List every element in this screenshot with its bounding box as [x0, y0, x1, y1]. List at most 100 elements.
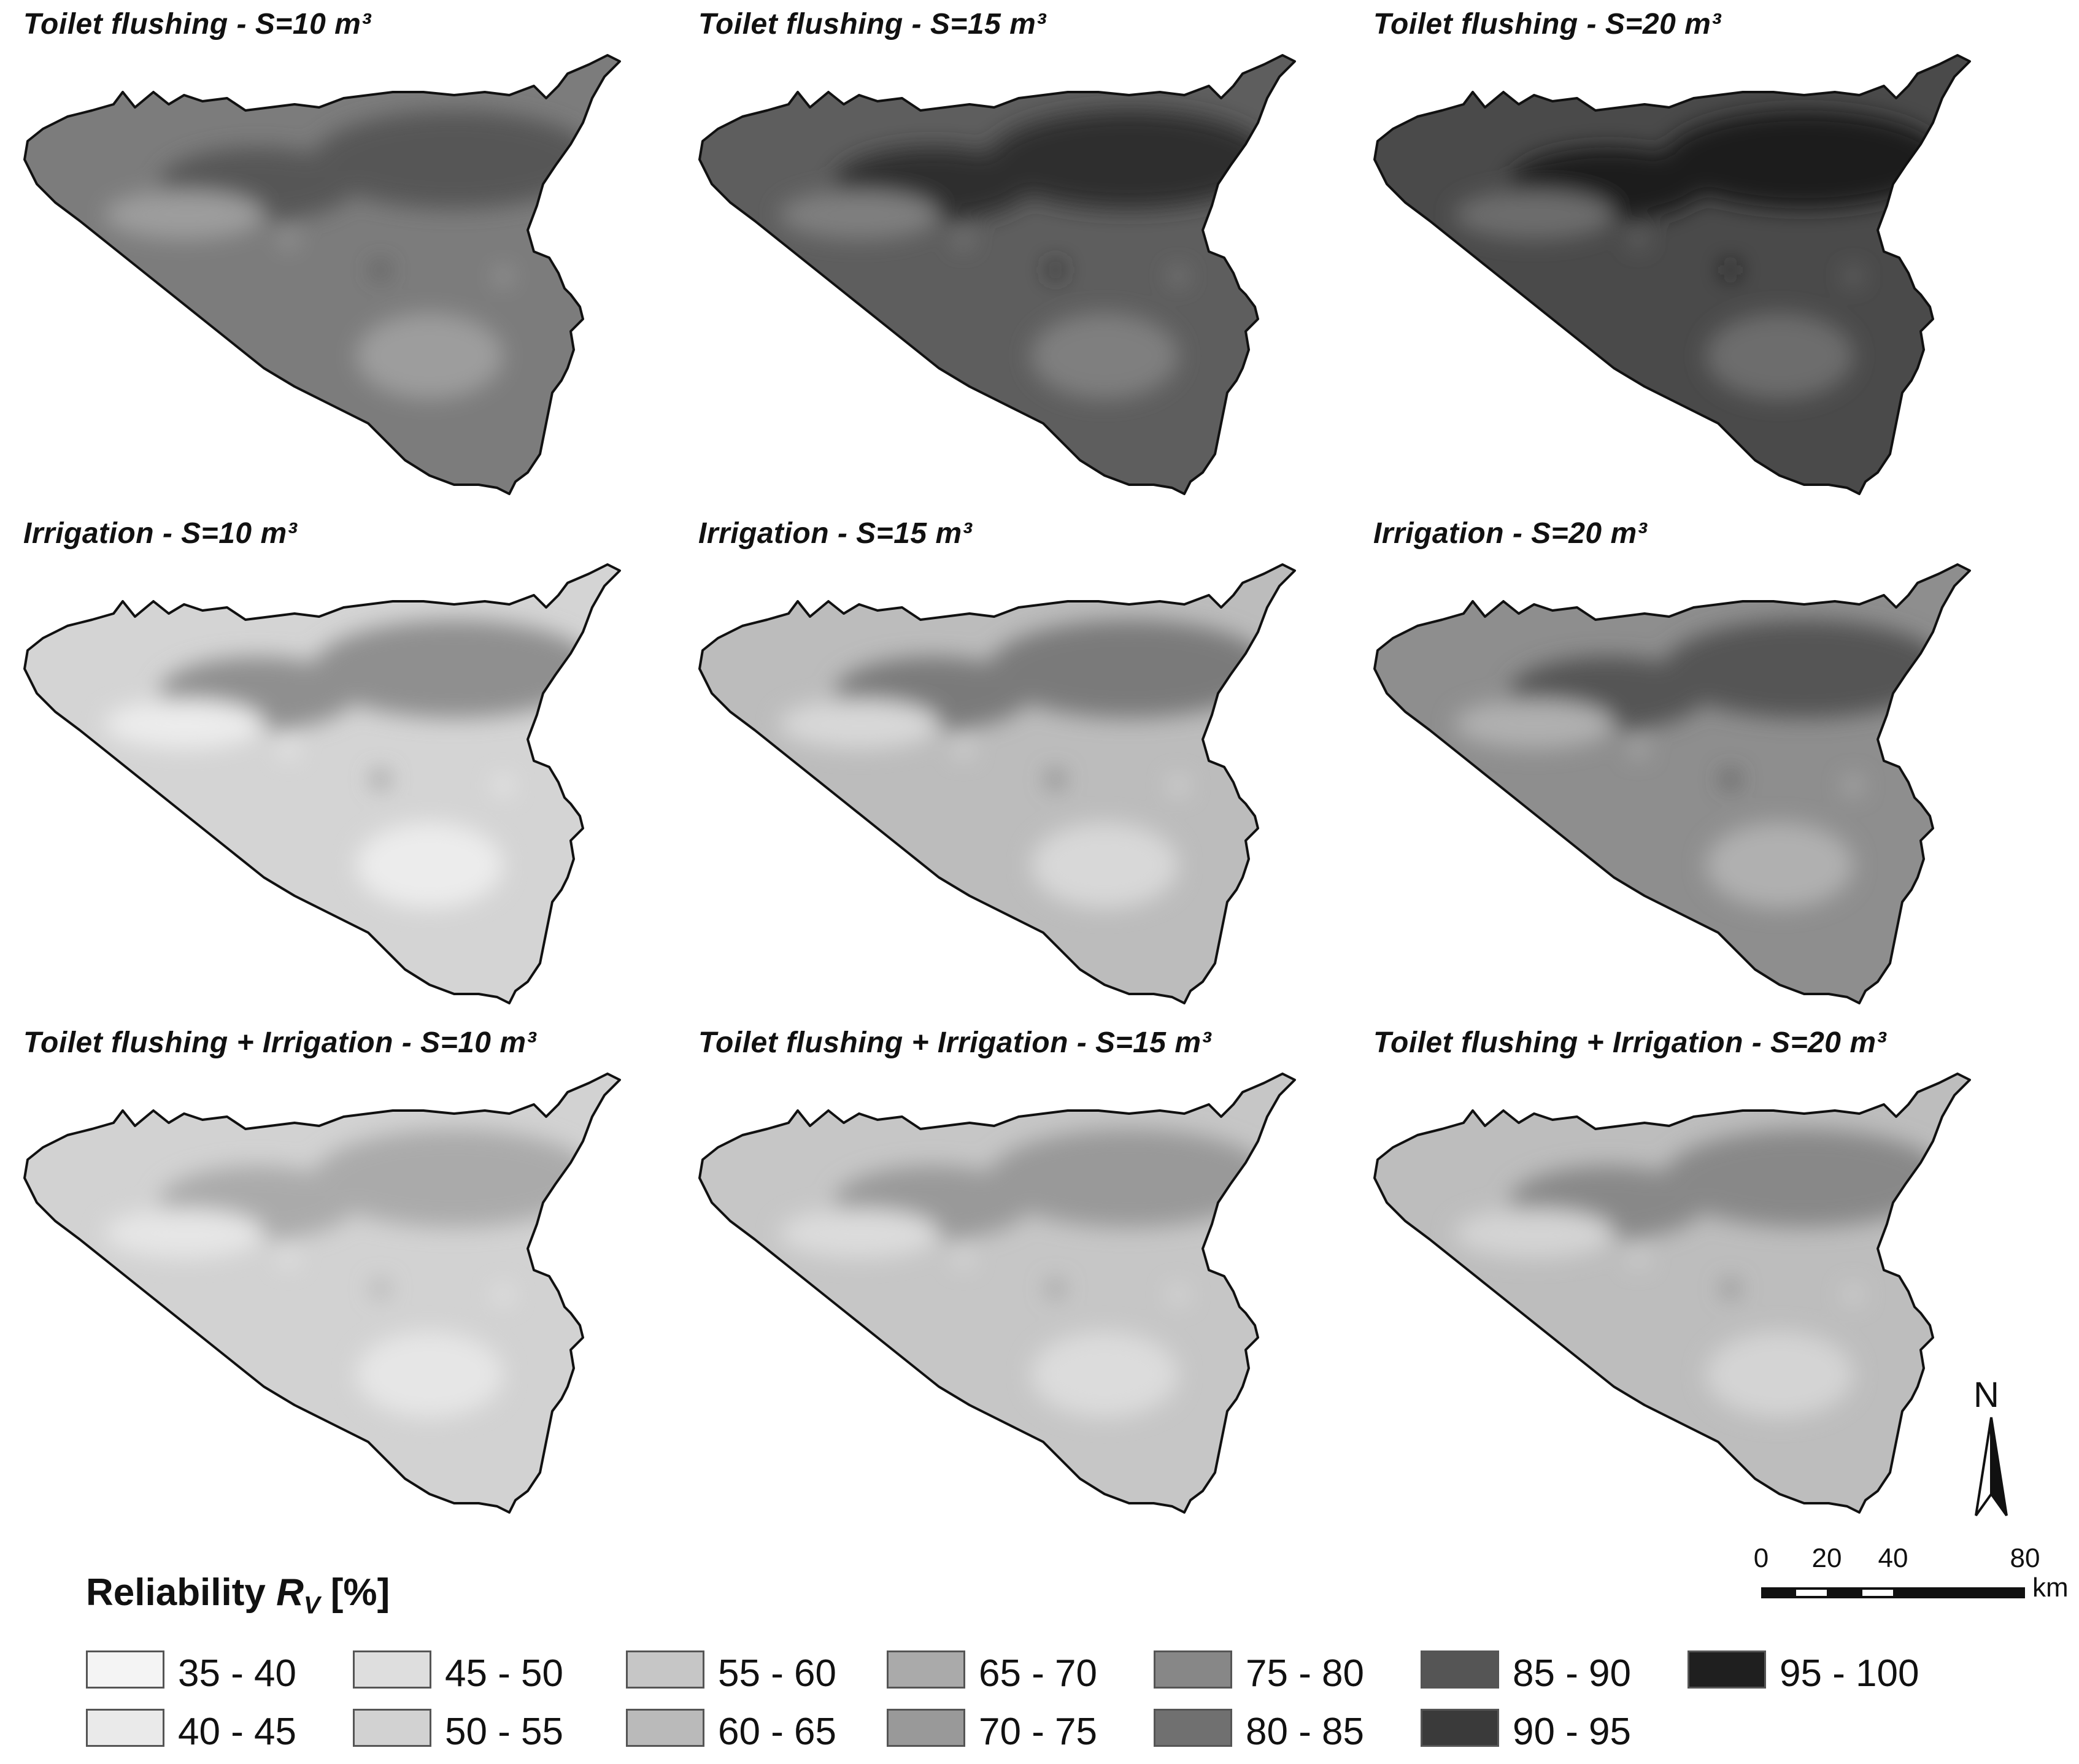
- legend-swatch: [887, 1709, 965, 1747]
- reliability-zone: [1706, 1331, 1853, 1417]
- sicily-map: [1373, 1073, 1971, 1514]
- sicily-map: [23, 563, 621, 1004]
- reliability-zone: [1836, 652, 1870, 686]
- panel-title: Toilet flushing + Irrigation - S=15 m³: [698, 1026, 1211, 1059]
- legend-swatch: [86, 1709, 164, 1747]
- reliability-zone: [104, 190, 264, 239]
- reliability-zone: [1845, 1286, 1862, 1303]
- legend-label: 70 - 75: [979, 1711, 1098, 1753]
- reliability-zone: [1706, 313, 1853, 399]
- legend-label: 35 - 40: [178, 1652, 297, 1695]
- legend-label: 95 - 100: [1780, 1652, 1919, 1695]
- reliability-zone: [486, 652, 520, 686]
- map-panel: Toilet flushing - S=20 m³: [1350, 0, 2025, 509]
- scale-tick-label: 0: [1753, 1543, 1769, 1573]
- legend-label: 45 - 50: [445, 1652, 564, 1695]
- coastline: [698, 1073, 1296, 1514]
- reliability-zones: [779, 1129, 1270, 1417]
- scale-unit: km: [2032, 1573, 2069, 1603]
- coastline: [698, 563, 1296, 1004]
- reliability-zone: [1047, 771, 1064, 788]
- legend-label: 75 - 80: [1246, 1652, 1365, 1695]
- reliability-zone: [955, 1249, 972, 1266]
- reliability-zone: [1663, 110, 1945, 209]
- coastline: [1373, 563, 1971, 1004]
- reliability-zones: [104, 620, 595, 908]
- legend-label: 50 - 55: [445, 1711, 564, 1753]
- sicily-map: [23, 1073, 621, 1514]
- panel-title: Toilet flushing + Irrigation - S=10 m³: [23, 1026, 536, 1059]
- reliability-zone: [1706, 822, 1853, 908]
- map-panel: Irrigation - S=20 m³: [1350, 509, 2025, 1019]
- panel-title: Toilet flushing - S=10 m³: [23, 8, 371, 40]
- reliability-zone: [280, 740, 297, 757]
- reliability-zone: [1161, 652, 1195, 686]
- reliability-zone: [779, 1209, 939, 1258]
- reliability-zone: [313, 110, 595, 209]
- reliability-zone: [495, 268, 512, 285]
- reliability-zone: [1454, 699, 1614, 749]
- sicily-map: [1373, 54, 1971, 495]
- map-panel: Irrigation - S=15 m³: [675, 509, 1350, 1019]
- reliability-zone: [486, 142, 520, 177]
- scale-bar-graphic: [1761, 1587, 2025, 1598]
- reliability-zone: [495, 777, 512, 794]
- panel-title: Irrigation - S=20 m³: [1373, 517, 1648, 550]
- reliability-zone: [372, 771, 389, 788]
- reliability-zone: [313, 620, 595, 718]
- reliability-zone: [356, 1331, 503, 1417]
- reliability-zone: [1722, 771, 1739, 788]
- reliability-zone: [1031, 313, 1178, 399]
- reliability-zone: [1454, 190, 1614, 239]
- north-arrow: N: [1958, 1374, 2025, 1522]
- legend-label: 85 - 90: [1513, 1652, 1632, 1695]
- coastline: [1373, 1073, 1971, 1514]
- reliability-zones: [779, 620, 1270, 908]
- reliability-zone: [313, 1129, 595, 1227]
- legend-swatch: [1421, 1650, 1499, 1689]
- reliability-zones: [104, 1129, 595, 1417]
- reliability-zone: [1722, 261, 1739, 279]
- legend-label: 55 - 60: [718, 1652, 837, 1695]
- reliability-zone: [1161, 142, 1195, 177]
- legend-swatch: [86, 1650, 164, 1689]
- coastline: [23, 563, 621, 1004]
- scale-tick-label: 20: [1811, 1543, 1842, 1573]
- sicily-map: [698, 54, 1296, 495]
- reliability-zone: [1031, 822, 1178, 908]
- reliability-zone: [495, 1286, 512, 1303]
- scale-tick-label: 40: [1878, 1543, 1908, 1573]
- reliability-zone: [988, 110, 1270, 209]
- north-arrow-icon: [1975, 1417, 2008, 1517]
- legend-swatch: [1688, 1650, 1766, 1689]
- map-panel: Toilet flushing + Irrigation - S=10 m³: [0, 1019, 675, 1528]
- reliability-zone: [1031, 1331, 1178, 1417]
- sicily-map: [698, 563, 1296, 1004]
- reliability-zone: [955, 740, 972, 757]
- reliability-zone: [1454, 1209, 1614, 1258]
- reliability-zone: [104, 699, 264, 749]
- map-panel: Toilet flushing - S=15 m³: [675, 0, 1350, 509]
- reliability-zone: [1161, 1161, 1195, 1195]
- coastline: [23, 54, 621, 495]
- reliability-zone: [356, 822, 503, 908]
- legend-swatch: [1154, 1650, 1232, 1689]
- coastline: [698, 54, 1296, 495]
- legend-label: 90 - 95: [1513, 1711, 1632, 1753]
- legend-title: Reliability RV [%]: [86, 1571, 390, 1619]
- sicily-map: [23, 54, 621, 495]
- reliability-zone: [988, 620, 1270, 718]
- reliability-zones: [104, 110, 595, 399]
- panel-title: Toilet flushing - S=20 m³: [1373, 8, 1721, 40]
- reliability-zone: [1170, 777, 1187, 794]
- scale-bar: 0 20 40 80 km: [1749, 1543, 2069, 1617]
- reliability-zones: [779, 110, 1270, 399]
- reliability-zone: [1836, 1161, 1870, 1195]
- reliability-zone: [1047, 1280, 1064, 1297]
- panel-title: Toilet flushing + Irrigation - S=20 m³: [1373, 1026, 1886, 1059]
- north-label: N: [1973, 1375, 1999, 1415]
- reliability-zone: [372, 261, 389, 279]
- coastline: [23, 1073, 621, 1514]
- reliability-zone: [779, 699, 939, 749]
- reliability-zone: [1170, 1286, 1187, 1303]
